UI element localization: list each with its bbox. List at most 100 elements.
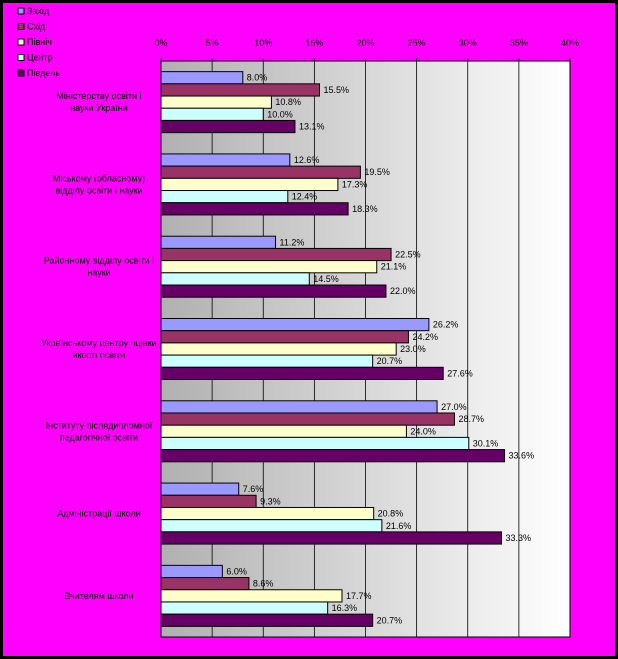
value-label: 20.7% <box>377 356 403 366</box>
category-labels: Міністерству освіти і науки України Місько… <box>41 91 156 601</box>
chart-frame: Захід Схід Північ Центр Південь 0% 5% 10% 15% 20… <box>3 3 615 656</box>
legend-swatch <box>17 38 25 46</box>
bar <box>160 177 339 192</box>
bar <box>160 165 361 179</box>
value-label: 33.6% <box>509 451 535 461</box>
bar <box>160 342 397 356</box>
category-label: Районному відділу освіти і науки <box>44 256 154 278</box>
value-label: 16.3% <box>332 603 358 613</box>
tick-label: 40% <box>561 38 579 48</box>
value-label: 21.6% <box>386 521 412 531</box>
bars <box>160 71 506 627</box>
value-label: 8.6% <box>253 579 274 589</box>
tick-label: 10% <box>254 38 272 48</box>
bar <box>160 83 320 97</box>
bar <box>160 589 343 603</box>
legend-swatch <box>17 54 25 61</box>
bar <box>160 202 349 216</box>
value-label: 22.0% <box>390 286 416 296</box>
value-label: 14.5% <box>313 274 339 284</box>
value-label: 27.0% <box>441 402 467 412</box>
bar <box>160 153 291 167</box>
bar <box>160 400 438 414</box>
category-label: Інституту післядипломної педагогічної осв… <box>46 420 153 442</box>
bar <box>160 449 506 463</box>
value-label: 9.3% <box>260 496 281 506</box>
legend-label: Північ <box>27 37 52 47</box>
value-label: 19.5% <box>364 167 390 177</box>
x-axis-ticks: 0% 5% 10% 15% 20% 25% 30% 35% 40% <box>154 38 579 61</box>
value-label: 12.4% <box>292 192 318 202</box>
legend-label: Захід <box>27 6 50 16</box>
bar <box>160 613 374 627</box>
value-label: 23.0% <box>400 344 426 354</box>
tick-label: 30% <box>459 38 477 48</box>
value-label: 22.5% <box>395 250 421 260</box>
bar <box>160 235 277 249</box>
tick-label: 15% <box>305 38 323 48</box>
value-label: 28.7% <box>458 414 484 424</box>
category-label: Вчителям школи <box>64 591 133 601</box>
bar <box>160 95 272 109</box>
value-label: 30.1% <box>473 438 499 448</box>
legend-label: Схід <box>27 22 46 32</box>
value-label: 11.2% <box>280 237 305 247</box>
tick-label: 20% <box>356 38 374 48</box>
bar <box>160 119 296 134</box>
tick-label: 0% <box>154 38 167 48</box>
bar <box>160 564 223 579</box>
bar <box>160 272 310 286</box>
value-label: 8.0% <box>247 73 268 83</box>
bar <box>160 71 244 85</box>
bar <box>160 601 329 615</box>
bar <box>160 247 392 262</box>
value-label: 7.6% <box>243 484 264 494</box>
value-label: 13.1% <box>299 122 325 132</box>
bar <box>160 107 264 121</box>
value-label: 33.3% <box>505 533 531 543</box>
value-label: 20.7% <box>377 615 403 625</box>
bar <box>160 482 240 496</box>
value-label: 12.6% <box>294 155 320 165</box>
bar <box>160 366 444 380</box>
bar-chart: Захід Схід Північ Центр Південь 0% 5% 10% 15% 20… <box>17 6 579 638</box>
bar <box>160 519 383 533</box>
category-label: Міністерству освіти і науки України <box>56 91 141 113</box>
legend-swatch <box>17 69 25 77</box>
value-label: 18.3% <box>352 204 378 214</box>
value-label: 6.0% <box>226 566 247 576</box>
bar <box>160 494 257 508</box>
bar <box>160 190 289 204</box>
value-label: 10.8% <box>275 97 301 107</box>
value-label: 21.1% <box>381 262 407 272</box>
bar <box>160 531 502 545</box>
value-label: 15.5% <box>323 85 349 95</box>
bar <box>160 506 375 521</box>
legend-swatch <box>17 7 25 15</box>
value-label: 27.6% <box>447 368 473 378</box>
bar <box>160 354 374 368</box>
value-label: 24.0% <box>410 426 436 436</box>
value-label: 10.0% <box>267 109 293 119</box>
bar <box>160 284 387 298</box>
bar <box>160 318 430 332</box>
value-label: 24.2% <box>412 332 438 342</box>
value-label: 20.8% <box>378 509 404 519</box>
bar <box>160 436 470 451</box>
value-labels: 8.0% 15.5% 10.8% 10.0% 13.1% 12.6% 19.5% 17.3% 1… <box>226 73 534 626</box>
tick-label: 5% <box>206 38 219 48</box>
legend-label: Південь <box>27 68 60 78</box>
category-label: Міському (обласному) відділу освіти і нау… <box>53 173 145 195</box>
legend-label: Центр <box>27 53 53 63</box>
bar <box>160 260 378 274</box>
category-label: Адміністрації школи <box>57 509 141 519</box>
category-label: Українському центру оцінки якості освіти <box>41 338 156 360</box>
bar <box>160 330 409 344</box>
bar <box>160 577 250 591</box>
bar <box>160 412 455 426</box>
value-label: 26.2% <box>433 320 459 330</box>
legend: Захід Схід Північ Центр Південь <box>17 6 60 78</box>
legend-swatch <box>17 23 25 30</box>
tick-label: 35% <box>510 38 528 48</box>
bar <box>160 424 407 438</box>
